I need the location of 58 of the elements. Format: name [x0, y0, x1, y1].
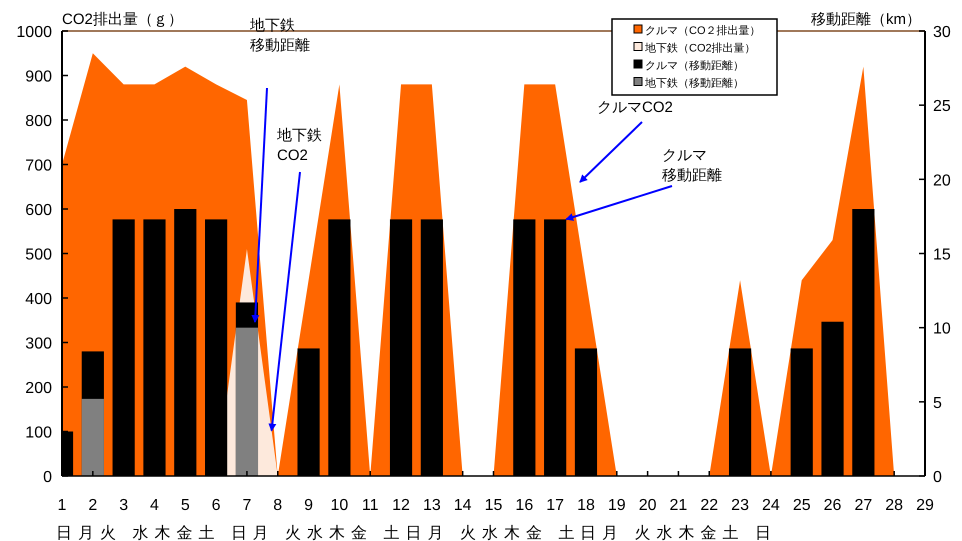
y2-tick-label: 20	[933, 172, 951, 190]
x-tick-label: 29	[916, 497, 934, 514]
y-tick-label: 400	[25, 291, 52, 308]
x-tick-label: 28	[885, 497, 904, 514]
legend-label: 地下鉄（移動距離）	[644, 76, 744, 90]
x-tick-label: 2	[88, 497, 98, 514]
x-tick-label: 4	[150, 497, 160, 514]
x-tick-label: 7	[242, 497, 252, 514]
x-tick-label: 3	[119, 497, 128, 514]
x-tick-label: 27	[854, 497, 872, 514]
annotation: 地下鉄CO2	[277, 127, 322, 164]
y2-tick-label: 30	[933, 24, 951, 41]
x-tick-label: 26	[824, 497, 842, 514]
annotation: 地下鉄移動距離	[250, 17, 310, 54]
x-tick-label: 20	[638, 497, 657, 514]
y-tick-label: 700	[25, 158, 52, 174]
x-tick-label: 19	[608, 497, 626, 514]
x-tick-label: 25	[792, 497, 811, 514]
x-tick-label: 11	[362, 497, 379, 514]
y-tick-label: 300	[25, 336, 52, 352]
legend-label: クルマ（移動距離）	[645, 60, 744, 72]
annotation: 日月火 水木金土 日月 火水木金 土日月 火水木金 土日月 火水木金土 日	[56, 525, 771, 541]
y2-tick-label: 10	[933, 320, 951, 338]
x-tick-label: 18	[577, 497, 595, 514]
legend-label: 地下鉄（CO2排出量）	[644, 42, 756, 54]
x-tick-label: 9	[304, 497, 314, 514]
legend-label: クルマ（CO２排出量）	[645, 24, 760, 37]
y2-tick-label: 0	[933, 469, 942, 486]
y-tick-label: 0	[43, 469, 52, 486]
annotation: クルマCO2	[597, 99, 673, 116]
x-tick-label: 21	[670, 497, 688, 514]
y2-tick-label: 25	[933, 98, 951, 116]
x-tick-label: 10	[330, 497, 348, 514]
y-tick-label: 600	[25, 202, 52, 219]
y2-tick-label: 15	[933, 246, 951, 264]
y-tick-label: 500	[25, 246, 52, 264]
x-tick-label: 14	[454, 497, 472, 514]
x-tick-label: 23	[731, 497, 750, 514]
x-tick-label: 22	[700, 497, 718, 514]
y-tick-label: 800	[25, 113, 52, 130]
x-tick-label: 13	[422, 497, 441, 514]
y2-tick-label: 5	[933, 394, 942, 412]
y-tick-label: 1000	[16, 24, 52, 41]
x-tick-label: 6	[212, 497, 221, 514]
x-tick-label: 24	[762, 497, 780, 514]
x-tick-label: 8	[273, 497, 282, 514]
y-axis-title: CO2排出量（ｇ）	[62, 11, 183, 28]
y-tick-label: 200	[25, 380, 52, 397]
y-tick-label: 900	[25, 68, 52, 86]
x-tick-label: 17	[546, 497, 564, 514]
x-tick-label: 12	[392, 497, 410, 514]
y2-axis-title: 移動距離（km）	[811, 11, 921, 28]
annotation: クルマ移動距離	[662, 147, 722, 184]
x-tick-label: 5	[180, 497, 190, 514]
x-tick-label: 15	[484, 497, 502, 514]
x-tick-label: 16	[515, 497, 534, 514]
y-tick-label: 100	[25, 424, 52, 442]
x-tick-label: 1	[58, 497, 67, 514]
